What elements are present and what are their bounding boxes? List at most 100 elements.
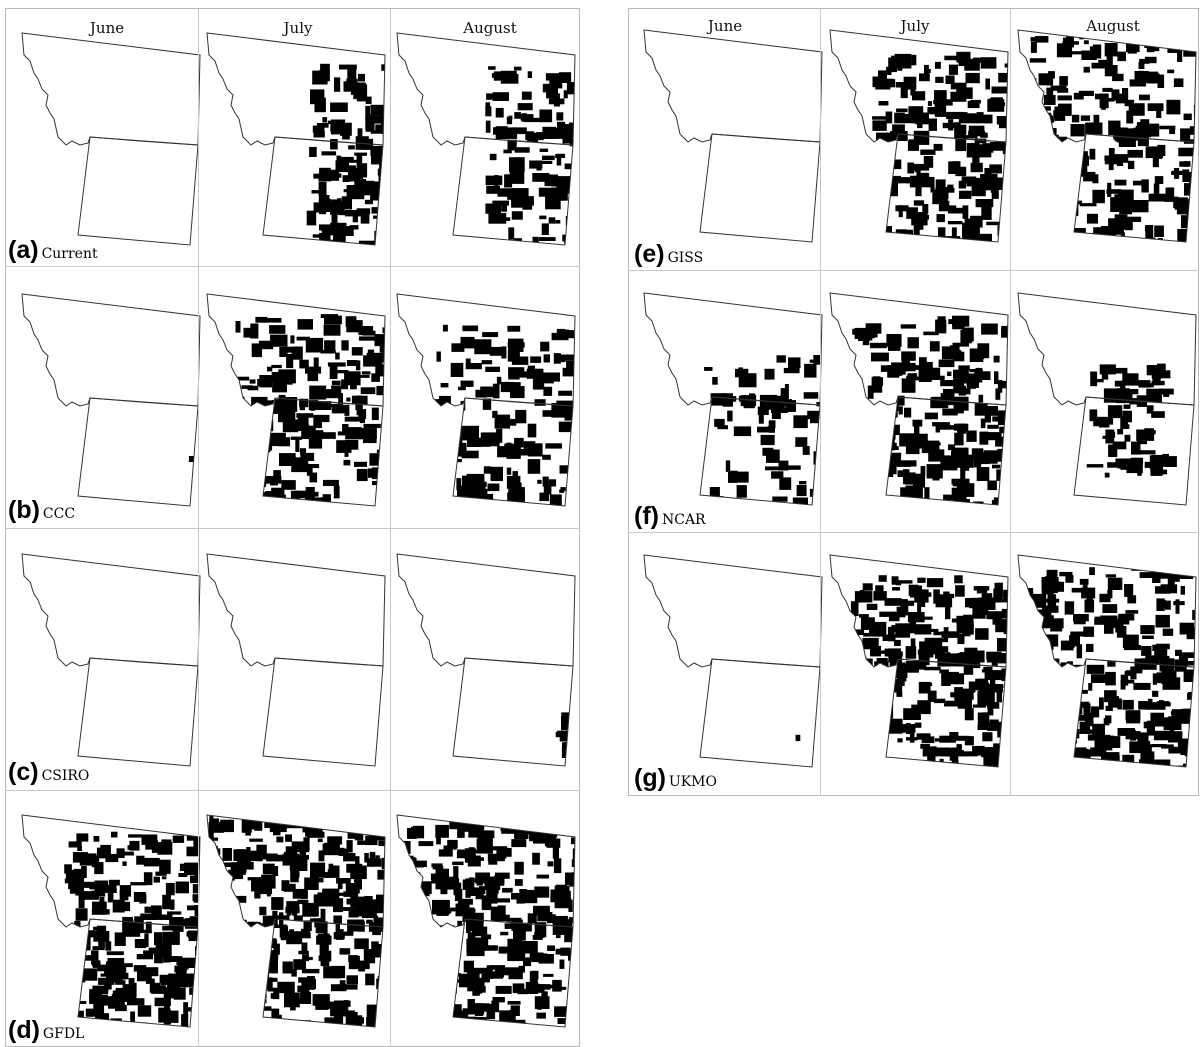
fire-risk-patch bbox=[738, 395, 752, 402]
fire-risk-patch bbox=[987, 424, 999, 429]
fire-risk-patch bbox=[290, 1006, 296, 1011]
fire-risk-patch bbox=[166, 981, 180, 993]
fire-risk-patch bbox=[997, 380, 1003, 393]
fire-risk-patch bbox=[1113, 154, 1128, 159]
fire-risk-patch bbox=[521, 196, 534, 206]
fire-risk-patch bbox=[1117, 429, 1124, 435]
fire-risk-patch bbox=[304, 497, 323, 506]
fire-risk-patch bbox=[517, 449, 533, 456]
fire-risk-patch bbox=[436, 473, 448, 480]
fire-risk-patch bbox=[489, 153, 497, 161]
fire-risk-patch bbox=[358, 163, 368, 178]
fire-risk-patch bbox=[320, 63, 330, 72]
fire-risk-patch bbox=[857, 657, 867, 672]
fire-risk-patch bbox=[1027, 588, 1034, 600]
fire-risk-patch bbox=[1032, 683, 1044, 692]
fire-risk-patch bbox=[172, 917, 184, 932]
fire-risk-patch bbox=[1116, 626, 1127, 638]
fire-risk-patch bbox=[261, 874, 276, 889]
fire-risk-patch bbox=[431, 863, 443, 868]
fire-risk-patch bbox=[487, 483, 500, 492]
fire-risk-patch bbox=[981, 323, 998, 335]
fire-risk-patch bbox=[542, 372, 560, 382]
fire-risk-patch bbox=[920, 743, 930, 749]
fire-risk-patch bbox=[1038, 609, 1052, 623]
fire-risk-patch bbox=[941, 461, 958, 471]
fire-risk-patch bbox=[410, 952, 426, 966]
fire-risk-patch bbox=[1148, 657, 1160, 664]
panel-label-e: (e) GISS bbox=[634, 240, 704, 268]
fire-risk-patch bbox=[1052, 145, 1063, 153]
fire-risk-patch bbox=[300, 991, 312, 1004]
fire-risk-patch bbox=[1104, 155, 1113, 161]
fire-risk-patch bbox=[312, 994, 330, 1006]
fire-risk-patch bbox=[365, 973, 375, 986]
fire-risk-patch bbox=[122, 916, 133, 926]
fire-risk-patch bbox=[1042, 605, 1059, 613]
wyoming-outline bbox=[77, 136, 199, 246]
fire-risk-patch bbox=[920, 149, 936, 155]
fire-risk-area bbox=[1026, 565, 1196, 767]
fire-risk-patch bbox=[227, 954, 233, 961]
fire-risk-patch bbox=[445, 907, 463, 912]
fire-risk-patch bbox=[324, 315, 342, 325]
fire-risk-patch bbox=[242, 966, 251, 976]
fire-risk-patch bbox=[1031, 760, 1046, 766]
fire-risk-patch bbox=[853, 418, 861, 431]
fire-risk-patch bbox=[987, 703, 1000, 709]
fire-risk-patch bbox=[485, 102, 491, 109]
fire-risk-patch bbox=[872, 76, 886, 88]
fire-risk-patch bbox=[538, 954, 554, 964]
fire-risk-patch bbox=[262, 863, 275, 875]
fire-risk-patch bbox=[440, 383, 449, 388]
fire-risk-patch bbox=[985, 747, 1004, 754]
fire-risk-patch bbox=[297, 416, 309, 428]
fire-risk-patch bbox=[333, 485, 340, 499]
fire-risk-patch bbox=[466, 918, 471, 933]
fire-risk-patch bbox=[514, 147, 530, 153]
fire-risk-patch bbox=[296, 413, 314, 418]
fire-risk-patch bbox=[1003, 589, 1008, 603]
fire-risk-patch bbox=[954, 575, 963, 584]
fire-risk-patch bbox=[1060, 167, 1067, 172]
fire-risk-patch bbox=[1029, 722, 1044, 735]
fire-risk-patch bbox=[106, 961, 122, 972]
fire-risk-patch bbox=[1145, 146, 1163, 159]
fire-risk-patch bbox=[978, 394, 984, 403]
fire-risk-patch bbox=[178, 873, 188, 877]
fire-risk-patch bbox=[920, 600, 926, 607]
fire-risk-patch bbox=[271, 960, 278, 974]
fire-risk-patch bbox=[1043, 701, 1054, 706]
fire-risk-patch bbox=[534, 922, 547, 938]
fire-risk-patch bbox=[1154, 176, 1164, 184]
fire-risk-patch bbox=[754, 502, 760, 505]
fire-risk-patch bbox=[468, 817, 475, 822]
fire-risk-patch bbox=[348, 910, 359, 918]
fire-risk-patch bbox=[1057, 667, 1070, 678]
fire-risk-patch bbox=[181, 957, 197, 964]
fire-risk-patch bbox=[947, 221, 963, 225]
fire-risk-patch bbox=[1083, 171, 1096, 182]
fire-risk-patch bbox=[984, 168, 992, 175]
fire-risk-patch bbox=[85, 1008, 98, 1017]
fire-risk-patch bbox=[1189, 126, 1196, 135]
fire-risk-patch bbox=[454, 888, 463, 902]
fire-risk-patch bbox=[282, 961, 293, 974]
fire-risk-patch bbox=[907, 337, 919, 349]
fire-risk-patch bbox=[319, 432, 336, 439]
fire-risk-patch bbox=[998, 120, 1008, 129]
fire-risk-patch bbox=[363, 355, 380, 367]
fire-risk-patch bbox=[978, 682, 990, 693]
fire-risk-patch bbox=[491, 1000, 500, 1013]
fire-risk-patch bbox=[855, 479, 872, 484]
fire-risk-patch bbox=[1132, 180, 1145, 186]
fire-risk-patch bbox=[857, 438, 870, 442]
fire-risk-area bbox=[848, 575, 1008, 767]
fire-risk-patch bbox=[436, 907, 449, 916]
fire-risk-patch bbox=[515, 409, 527, 424]
fire-risk-patch bbox=[327, 362, 346, 367]
fire-risk-patch bbox=[877, 681, 887, 693]
fire-risk-patch bbox=[341, 1024, 350, 1027]
fire-risk-patch bbox=[1093, 114, 1100, 130]
fire-risk-patch bbox=[1086, 664, 1105, 674]
